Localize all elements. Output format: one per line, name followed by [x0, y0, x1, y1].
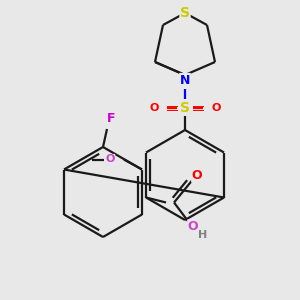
Text: N: N	[180, 74, 190, 86]
Text: S: S	[180, 6, 190, 20]
Text: F: F	[107, 112, 115, 125]
Text: O: O	[188, 220, 198, 233]
Text: O: O	[105, 154, 115, 164]
Text: O: O	[149, 103, 159, 113]
Text: S: S	[180, 101, 190, 115]
Text: H: H	[198, 230, 208, 239]
Text: O: O	[192, 169, 202, 182]
Text: O: O	[211, 103, 221, 113]
